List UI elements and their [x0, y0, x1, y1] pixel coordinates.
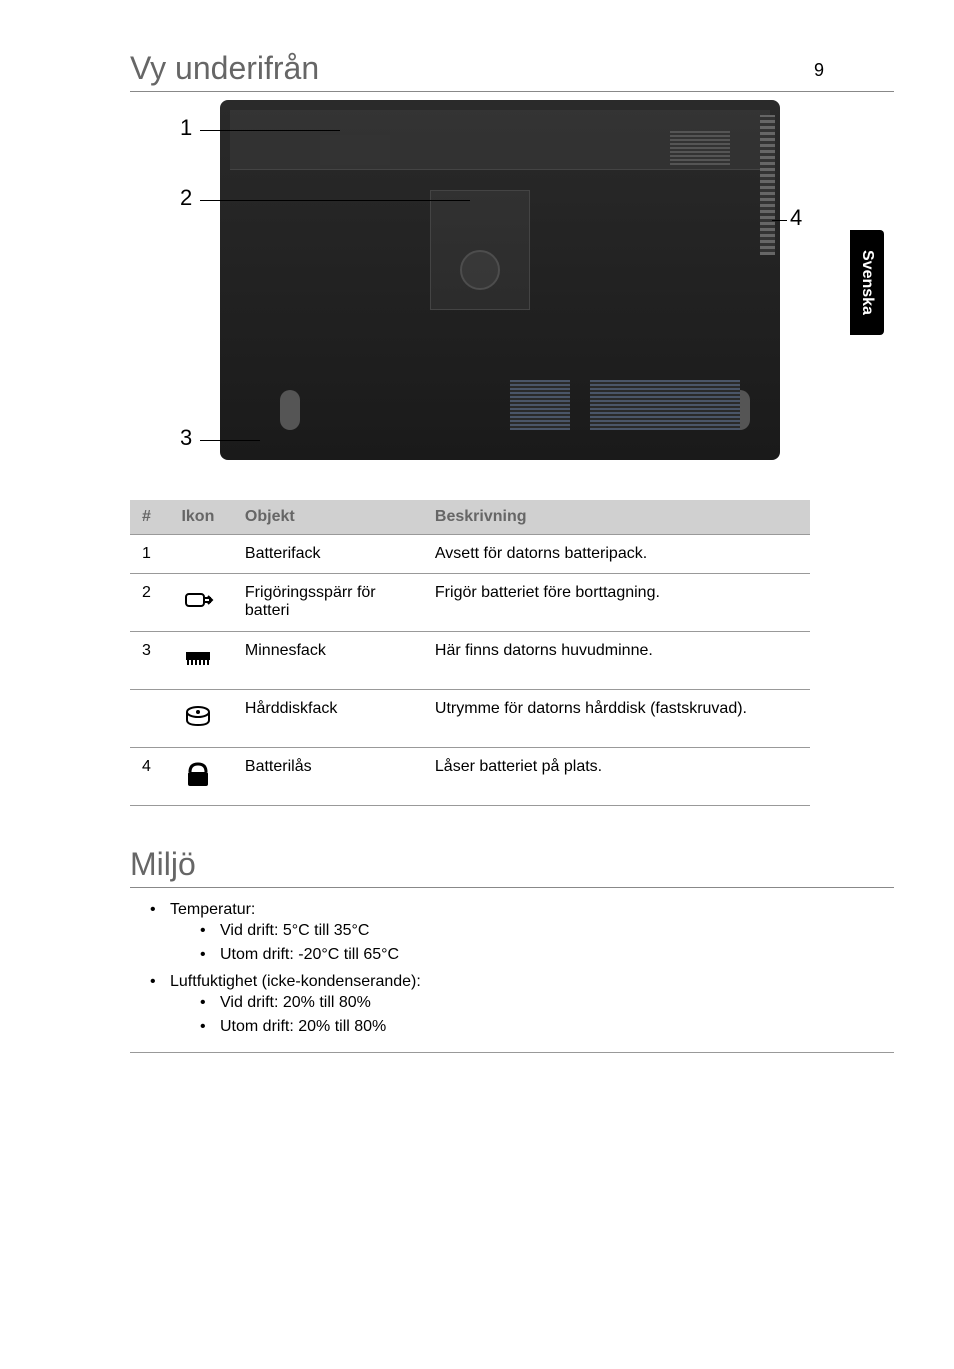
header-icon: Ikon	[163, 500, 233, 535]
cell-num: 2	[130, 574, 163, 632]
table-row: 2 Frigöringsspärr för batteri Frigör bat…	[130, 574, 810, 632]
cell-object: Frigöringsspärr för batteri	[233, 574, 423, 632]
list-item: Temperatur: Vid drift: 5°C till 35°C Uto…	[170, 898, 894, 970]
cell-icon	[163, 690, 233, 748]
cell-object: Batterilås	[233, 748, 423, 806]
header-description: Beskrivning	[423, 500, 810, 535]
env-label: Luftfuktighet (icke-kondenserande):	[170, 973, 421, 990]
cell-object: Minnesfack	[233, 632, 423, 690]
language-tab: Svenska	[850, 230, 884, 335]
section-title-environment: Miljö	[130, 846, 894, 888]
components-table: # Ikon Objekt Beskrivning 1 Batterifack …	[130, 500, 810, 806]
laptop-bottom-figure: 1 2 3 4	[160, 100, 780, 460]
cell-num: 1	[130, 535, 163, 574]
table-row: 3 Minnesfack Här finns datorns huvudminn…	[130, 632, 810, 690]
list-item: Utom drift: 20% till 80%	[220, 1015, 894, 1039]
table-row: 4 Batterilås Låser batteriet på plats.	[130, 748, 810, 806]
memory-icon	[182, 642, 214, 674]
list-item: Utom drift: -20°C till 65°C	[220, 943, 894, 967]
environment-list: Temperatur: Vid drift: 5°C till 35°C Uto…	[130, 898, 894, 1053]
laptop-bottom-illustration	[220, 100, 780, 460]
callout-line	[200, 130, 340, 131]
cell-description: Här finns datorns huvudminne.	[423, 632, 810, 690]
cell-num: 3	[130, 632, 163, 690]
callout-line	[200, 200, 470, 201]
battery-release-icon	[182, 584, 214, 616]
cell-num	[130, 690, 163, 748]
callout-line	[200, 440, 260, 441]
cell-description: Låser batteriet på plats.	[423, 748, 810, 806]
callout-3: 3	[180, 425, 192, 451]
callout-4: 4	[790, 205, 802, 231]
list-item: Vid drift: 5°C till 35°C	[220, 919, 894, 943]
cell-icon	[163, 632, 233, 690]
page-number: 9	[814, 60, 824, 81]
header-num: #	[130, 500, 163, 535]
cell-icon	[163, 535, 233, 574]
table-row: 1 Batterifack Avsett för datorns batteri…	[130, 535, 810, 574]
cell-icon	[163, 574, 233, 632]
list-item: Luftfuktighet (icke-kondenserande): Vid …	[170, 970, 894, 1042]
cell-description: Frigör batteriet före borttagning.	[423, 574, 810, 632]
cell-description: Utrymme för datorns hårddisk (fastskruva…	[423, 690, 810, 748]
table-header-row: # Ikon Objekt Beskrivning	[130, 500, 810, 535]
table-row: Hårddiskfack Utrymme för datorns hårddis…	[130, 690, 810, 748]
header-object: Objekt	[233, 500, 423, 535]
cell-object: Hårddiskfack	[233, 690, 423, 748]
callout-2: 2	[180, 185, 192, 211]
lock-icon	[182, 758, 214, 790]
callout-1: 1	[180, 115, 192, 141]
list-item: Vid drift: 20% till 80%	[220, 991, 894, 1015]
section-title-view: Vy underifrån	[130, 50, 894, 92]
env-label: Temperatur:	[170, 901, 255, 918]
cell-object: Batterifack	[233, 535, 423, 574]
cell-description: Avsett för datorns batteripack.	[423, 535, 810, 574]
cell-icon	[163, 748, 233, 806]
hdd-icon	[182, 700, 214, 732]
callout-line	[772, 220, 787, 221]
cell-num: 4	[130, 748, 163, 806]
